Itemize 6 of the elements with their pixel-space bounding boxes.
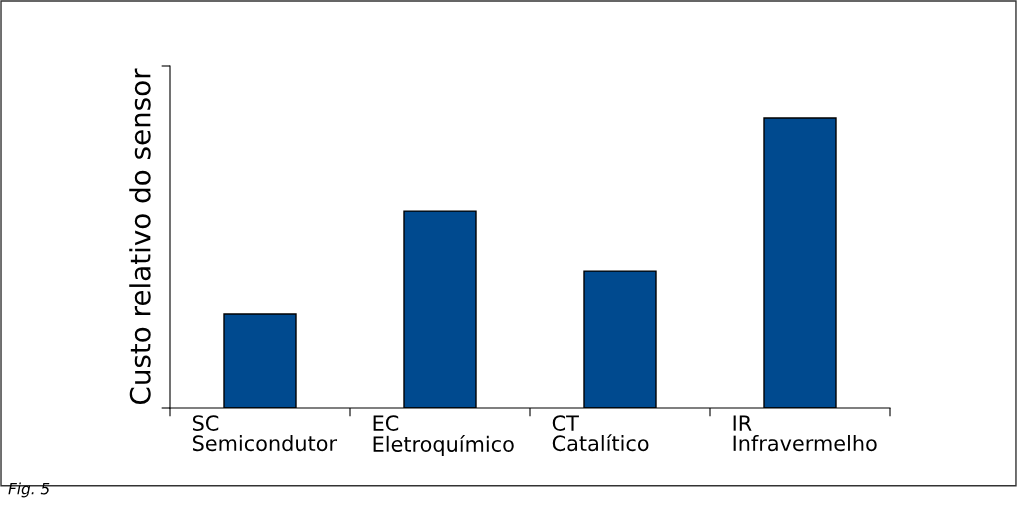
x-tick-label: SC Semicondutor (192, 415, 338, 452)
x-tick-label: CT Catalítico (552, 415, 649, 452)
y-axis-title: Custo relativo do sensor (129, 68, 151, 405)
caption: Fig. 5 (8, 482, 50, 498)
x-tick-label: IR Infravermelho (733, 415, 877, 452)
x-tick-label: EC Eletroquímico (373, 415, 514, 456)
